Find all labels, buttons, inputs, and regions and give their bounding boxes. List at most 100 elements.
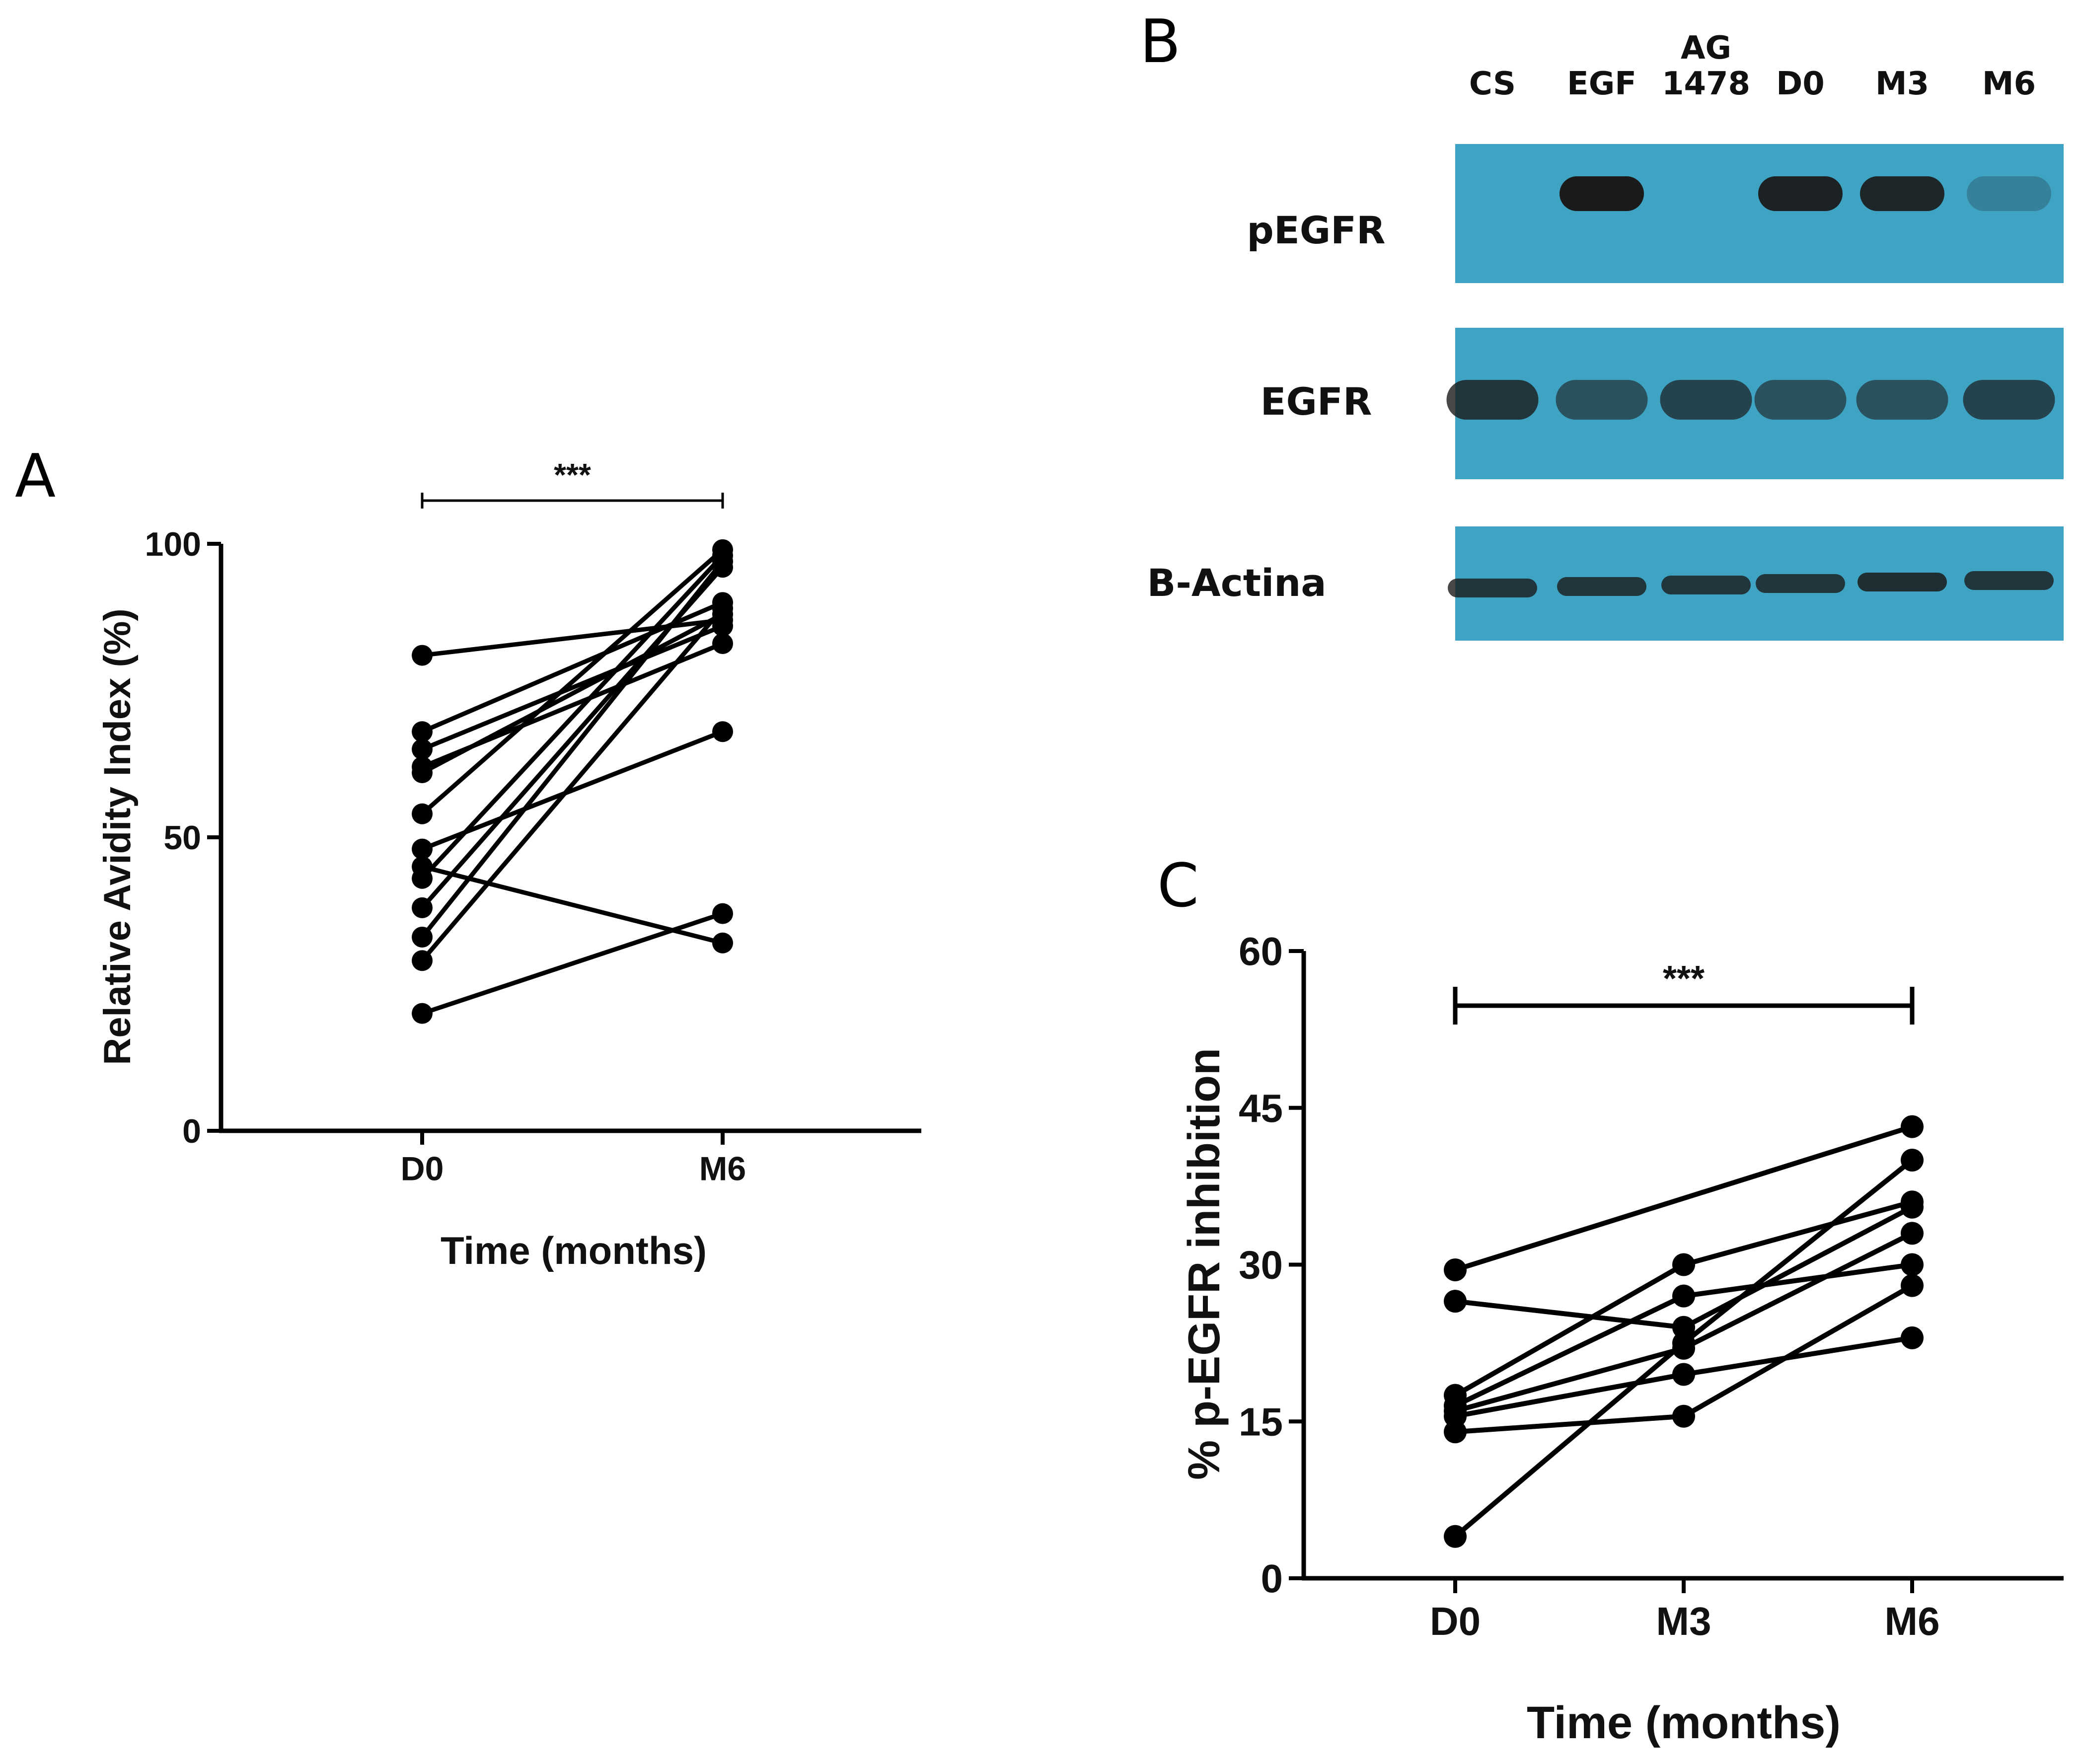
chart-c-y-ticks: 0 15 30 45 60 — [1239, 929, 1304, 1601]
blot-row: pEGFR — [1247, 144, 2064, 283]
blot-band — [1754, 380, 1847, 420]
panel-letter-c: C — [1157, 852, 1199, 921]
chartA-series-line — [412, 598, 733, 971]
panel-letter-b: B — [1140, 7, 1181, 76]
chartC-data-point — [1901, 1326, 1924, 1349]
blot-row: B-Actina — [1147, 526, 2064, 641]
chartA-data-point — [412, 926, 433, 948]
chartA-x-tick-label: M6 — [699, 1150, 746, 1187]
blot-band — [1860, 176, 1944, 211]
chartC-y-tick-label: 60 — [1239, 929, 1283, 973]
chartC-data-point — [1901, 1190, 1924, 1214]
blot-lane-label: M6 — [1982, 66, 2036, 102]
chartC-y-tick-label: 30 — [1239, 1243, 1283, 1287]
chartA-series-path — [421, 911, 724, 1016]
chartA-data-point — [412, 897, 433, 918]
chartC-data-point — [1672, 1363, 1695, 1386]
chartA-series-path — [421, 548, 724, 816]
chartA-series-line — [412, 551, 733, 948]
blot-row-label: EGFR — [1261, 379, 1372, 424]
chartA-series-path — [421, 624, 724, 751]
blot-band — [1560, 176, 1644, 211]
blot-band — [1660, 380, 1752, 420]
chartA-data-point — [412, 950, 433, 971]
blot-row-label: pEGFR — [1247, 208, 1385, 252]
chartC-series-line — [1444, 1149, 1924, 1548]
chartA-series-path — [420, 560, 725, 939]
chart-a-x-axis-title: Time (months) — [441, 1229, 707, 1272]
chartA-series-path — [421, 612, 724, 775]
chart-a-axes — [219, 544, 921, 1133]
blot-band — [1661, 576, 1751, 594]
chartA-data-point — [412, 868, 433, 889]
chartA-data-point — [412, 803, 433, 824]
chartC-y-tick-label: 45 — [1239, 1086, 1283, 1130]
chartA-data-point — [712, 598, 733, 619]
chartA-data-point — [412, 721, 433, 742]
blot-rows: pEGFR EGFR B-Actina — [1147, 144, 2064, 641]
chartA-series-path — [421, 730, 724, 851]
blot-lane-label: D0 — [1776, 66, 1825, 102]
chartC-data-point — [1672, 1404, 1695, 1428]
chart-c-series — [1444, 1115, 1924, 1548]
chart-a-series — [412, 539, 733, 1024]
chartA-series-line — [412, 603, 733, 783]
chartC-data-point — [1672, 1331, 1695, 1355]
chartC-data-point — [1901, 1222, 1924, 1245]
chartA-data-point — [712, 551, 733, 572]
chartA-y-tick-label: 50 — [163, 819, 201, 857]
chart-a-significance: *** — [421, 457, 724, 509]
chartC-data-point — [1901, 1149, 1924, 1172]
chart-c-y-axis-title: % p-EGFR inhibition — [1180, 1048, 1229, 1480]
blot-band — [1963, 380, 2055, 420]
chartA-data-point — [412, 838, 433, 860]
chart-c: 0 15 30 45 60 D0 M3 M6 *** Time (months) % p-E… — [1180, 929, 2064, 1748]
chartC-series-line — [1444, 1326, 1924, 1428]
chartC-data-point — [1901, 1253, 1924, 1276]
chartC-data-point — [1444, 1290, 1467, 1313]
chartA-series-line — [412, 903, 733, 1024]
panel-letter-a: A — [15, 442, 56, 511]
blot-lane-label: AG — [1681, 30, 1731, 67]
blot-lane-label: CS — [1469, 66, 1516, 102]
chartA-series-path — [420, 607, 725, 962]
chartC-series-path — [1454, 1124, 1913, 1272]
blot-band — [1446, 380, 1539, 420]
chartC-x-tick-label: D0 — [1430, 1599, 1481, 1643]
chartC-data-point — [1901, 1274, 1924, 1297]
chartA-series-line — [412, 856, 733, 954]
chartA-y-tick-label: 0 — [182, 1112, 201, 1150]
chartA-y-tick-label: 100 — [145, 525, 201, 563]
chartA-series-path — [420, 554, 725, 880]
chart-c-significance: *** — [1453, 959, 1915, 1025]
chartA-significance-label: *** — [554, 457, 591, 493]
chartC-data-point — [1444, 1525, 1467, 1548]
chartC-x-tick-label: M3 — [1656, 1599, 1711, 1643]
chartC-data-point — [1444, 1258, 1467, 1282]
chartA-data-point — [412, 762, 433, 783]
blot-lane-label: 1478 — [1662, 66, 1750, 102]
blot-band — [1448, 579, 1537, 597]
blot-band — [1557, 577, 1646, 596]
chartA-x-tick-label: D0 — [401, 1150, 444, 1187]
chartC-data-point — [1444, 1404, 1467, 1428]
chartC-x-tick-label: M6 — [1884, 1599, 1939, 1643]
chartA-data-point — [412, 1003, 433, 1024]
blot-lane-label: M3 — [1875, 66, 1929, 102]
chart-a: 0 50 100 D0 M6 *** Time (months) Relative A… — [96, 457, 921, 1272]
blot-lane-label: EGF — [1567, 66, 1636, 102]
blot-band — [1964, 571, 2054, 590]
chartA-series-path — [421, 600, 724, 734]
chartC-series-line — [1444, 1274, 1924, 1444]
blot-band — [1856, 380, 1948, 420]
chartC-y-tick-label: 15 — [1239, 1399, 1283, 1444]
chart-c-x-axis-title: Time (months) — [1527, 1697, 1841, 1748]
blot-band — [1858, 573, 1947, 591]
chart-c-x-ticks: D0 M3 M6 — [1430, 1578, 1940, 1643]
chartA-data-point — [712, 633, 733, 654]
chartC-data-point — [1444, 1420, 1467, 1444]
blot-row-label: B-Actina — [1147, 561, 1326, 605]
